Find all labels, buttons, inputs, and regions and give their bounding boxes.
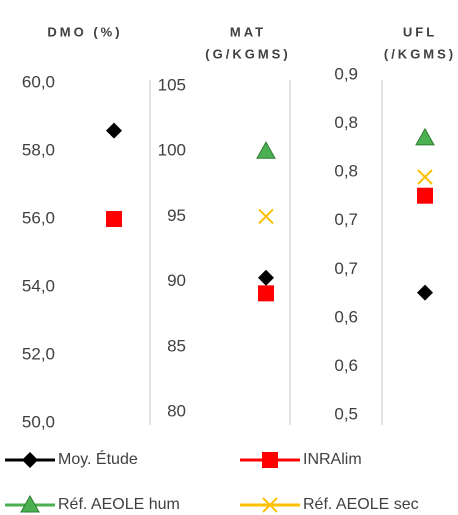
y-tick-label: 0,5 [334, 404, 358, 423]
legend-label: Réf. AEOLE hum [58, 496, 180, 513]
point [417, 169, 433, 185]
legend-marker [20, 494, 40, 513]
y-tick-label: 0,8 [334, 161, 358, 180]
point [258, 208, 274, 225]
legend-label: Moy. Étude [58, 449, 138, 468]
point [258, 269, 274, 286]
legend-marker [262, 497, 278, 513]
panel-title: MAT [230, 24, 266, 39]
panel-title: (/KGMS) [384, 46, 456, 61]
legend-label: INRAlim [303, 451, 362, 468]
point [417, 284, 433, 301]
y-tick-label: 0,6 [334, 308, 358, 327]
y-tick-label: 0,9 [334, 64, 358, 83]
y-tick-label: 60,0 [22, 72, 55, 91]
y-tick-label: 58,0 [22, 140, 55, 159]
y-tick-label: 56,0 [22, 208, 55, 227]
y-tick-label: 52,0 [22, 344, 55, 363]
legend-marker [22, 452, 38, 468]
y-tick-label: 0,6 [334, 356, 358, 375]
y-tick-label: 95 [167, 206, 186, 225]
point [106, 122, 122, 139]
point [256, 141, 276, 159]
y-tick-label: 0,7 [334, 259, 358, 278]
y-tick-label: 0,8 [334, 113, 358, 132]
y-tick-label: 90 [167, 271, 186, 290]
point [106, 211, 122, 227]
y-tick-label: 105 [158, 75, 186, 94]
legend-label: Réf. AEOLE sec [303, 496, 419, 513]
y-tick-label: 85 [167, 336, 186, 355]
y-tick-label: 100 [158, 141, 186, 160]
y-tick-label: 50,0 [22, 412, 55, 431]
legend-marker [262, 452, 278, 468]
panel-title: UFL [403, 24, 437, 39]
panel-title: DMO (%) [47, 24, 122, 39]
y-tick-label: 54,0 [22, 276, 55, 295]
y-tick-label: 0,7 [334, 210, 358, 229]
point [415, 127, 435, 146]
point [258, 285, 274, 302]
y-tick-label: 80 [167, 401, 186, 420]
panel-title: (G/KGMS) [205, 46, 290, 61]
point [417, 187, 433, 204]
